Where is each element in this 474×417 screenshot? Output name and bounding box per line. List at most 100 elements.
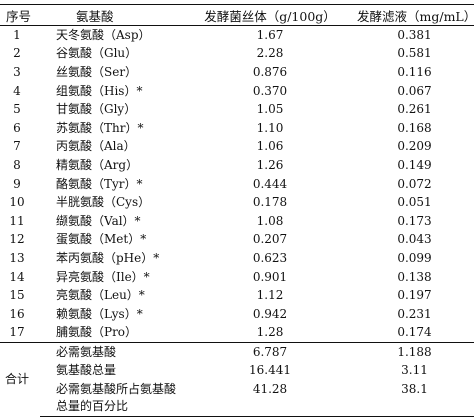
table-row: 4 组氨酸（His）* 0.370 0.067	[0, 82, 474, 101]
row-no: 2	[13, 46, 21, 61]
table-row: 3 丝氨酸（Ser） 0.876 0.116	[0, 63, 474, 82]
row-mycelium-value: 1.67	[256, 27, 284, 42]
row-amino-acid: 异亮氨酸（Ile）*	[56, 269, 150, 284]
row-mycelium-value: 2.28	[256, 46, 284, 61]
row-no: 17	[9, 325, 25, 340]
row-mycelium-value: 1.26	[256, 157, 284, 172]
row-no: 13	[9, 250, 25, 265]
row-no: 5	[13, 102, 21, 117]
row-mycelium-value: 1.06	[256, 139, 284, 154]
row-no: 9	[13, 176, 21, 191]
row-no: 4	[13, 83, 21, 98]
table-row: 16 赖氨酸（Lys）* 0.942 0.231	[0, 305, 474, 324]
summary-essential-name: 必需氨基酸	[40, 342, 185, 362]
row-mycelium-value: 0.370	[252, 83, 288, 98]
row-filtrate-value: 0.168	[397, 120, 432, 135]
row-amino-acid: 苯丙氨酸（pHe）*	[56, 250, 160, 265]
table-row: 17 脯氨酸（Pro） 1.28 0.174	[0, 324, 474, 343]
table-row: 9 酪氨酸（Tyr）* 0.444 0.072	[0, 175, 474, 194]
row-filtrate-value: 0.173	[397, 213, 432, 228]
row-filtrate-value: 0.261	[397, 102, 432, 117]
row-filtrate-value: 0.174	[397, 325, 432, 340]
row-mycelium-value: 1.08	[256, 213, 284, 228]
row-mycelium-value: 0.901	[252, 269, 288, 284]
header-no: 序号	[0, 4, 40, 26]
row-amino-acid: 半胱氨酸（Cys）	[56, 195, 151, 210]
row-amino-acid: 精氨酸（Arg）	[56, 157, 139, 172]
row-filtrate-value: 0.051	[397, 195, 432, 210]
amino-acid-table: 序号 氨基酸 发酵菌丝体（g/100g） 发酵滤液（mg/mL） 1 天冬氨酸（…	[0, 4, 474, 417]
row-no: 3	[13, 64, 21, 79]
header-filtrate: 发酵滤液（mg/mL）	[355, 4, 474, 26]
table-row: 11 缬氨酸（Val）* 1.08 0.173	[0, 212, 474, 231]
table-row: 10 半胱氨酸（Cys） 0.178 0.051	[0, 193, 474, 212]
row-amino-acid: 亮氨酸（Leu）*	[56, 288, 145, 303]
table-row: 8 精氨酸（Arg） 1.26 0.149	[0, 156, 474, 175]
table-row: 1 天冬氨酸（Asp） 1.67 0.381	[0, 26, 474, 45]
row-mycelium-value: 1.05	[256, 102, 284, 117]
row-amino-acid: 天冬氨酸（Asp）	[56, 27, 151, 42]
row-amino-acid: 赖氨酸（Lys）*	[56, 306, 143, 321]
row-mycelium-value: 0.207	[252, 232, 288, 247]
summary-ratio-name: 必需氨基酸所占氨基酸总量的百分比	[40, 380, 185, 417]
row-no: 1	[13, 27, 21, 42]
row-amino-acid: 谷氨酸（Glu）	[56, 46, 138, 61]
table-row: 12 蛋氨酸（Met）* 0.207 0.043	[0, 231, 474, 250]
row-mycelium-value: 1.10	[256, 120, 284, 135]
row-filtrate-value: 0.149	[397, 157, 432, 172]
row-amino-acid: 甘氨酸（Gly）	[56, 102, 137, 117]
summary-total-name: 氨基酸总量	[56, 363, 117, 378]
row-filtrate-value: 0.381	[397, 27, 432, 42]
row-amino-acid: 酪氨酸（Tyr）*	[56, 176, 143, 191]
row-mycelium-value: 0.444	[252, 176, 288, 191]
row-filtrate-value: 0.138	[397, 269, 432, 284]
row-no: 15	[9, 288, 25, 303]
row-filtrate-value: 0.581	[397, 46, 432, 61]
row-no: 11	[9, 213, 25, 228]
row-no: 10	[9, 195, 25, 210]
row-mycelium-value: 0.942	[252, 306, 288, 321]
row-filtrate-value: 0.231	[397, 306, 432, 321]
summary-total-mycelium: 16.441	[249, 363, 291, 378]
row-no: 8	[13, 157, 21, 172]
header-amino-acid: 氨基酸	[40, 4, 185, 26]
row-mycelium-value: 0.876	[252, 64, 288, 79]
summary-row-essential: 合计 必需氨基酸 6.787 1.188	[0, 342, 474, 417]
row-no: 16	[9, 306, 25, 321]
summary-label: 合计	[0, 342, 40, 417]
row-mycelium-value: 0.178	[252, 195, 288, 210]
row-amino-acid: 蛋氨酸（Met）*	[56, 232, 147, 247]
row-amino-acid: 丙氨酸（Ala）	[56, 139, 136, 154]
summary-essential-mycelium: 6.787	[185, 342, 355, 362]
row-amino-acid: 丝氨酸（Ser）	[56, 64, 138, 79]
row-no: 12	[9, 232, 25, 247]
row-no: 7	[13, 139, 21, 154]
row-filtrate-value: 0.197	[397, 288, 432, 303]
row-filtrate-value: 0.043	[397, 232, 432, 247]
row-amino-acid: 组氨酸（His）*	[56, 83, 143, 98]
summary-essential-filtrate: 1.188	[355, 342, 474, 362]
row-no: 6	[13, 120, 21, 135]
summary-row-ratio: 必需氨基酸所占氨基酸总量的百分比 41.28 38.1	[0, 380, 474, 417]
row-filtrate-value: 0.067	[397, 83, 432, 98]
table-row: 15 亮氨酸（Leu）* 1.12 0.197	[0, 286, 474, 305]
row-mycelium-value: 1.28	[256, 325, 284, 340]
table-row: 2 谷氨酸（Glu） 2.28 0.581	[0, 45, 474, 64]
summary-ratio-filtrate: 38.1	[355, 380, 474, 417]
row-amino-acid: 脯氨酸（Pro）	[56, 325, 138, 340]
table-header-row: 序号 氨基酸 发酵菌丝体（g/100g） 发酵滤液（mg/mL）	[0, 4, 474, 26]
row-no: 14	[9, 269, 25, 284]
summary-total-filtrate: 3.11	[401, 363, 428, 378]
table-row: 7 丙氨酸（Ala） 1.06 0.209	[0, 138, 474, 157]
summary-ratio-mycelium: 41.28	[185, 380, 355, 417]
row-amino-acid: 苏氨酸（Thr）*	[56, 120, 144, 135]
row-filtrate-value: 0.072	[397, 176, 432, 191]
row-amino-acid: 缬氨酸（Val）*	[56, 213, 141, 228]
table-row: 13 苯丙氨酸（pHe）* 0.623 0.099	[0, 249, 474, 268]
table-row: 5 甘氨酸（Gly） 1.05 0.261	[0, 100, 474, 119]
header-mycelium: 发酵菌丝体（g/100g）	[185, 4, 355, 26]
table-row: 6 苏氨酸（Thr）* 1.10 0.168	[0, 119, 474, 138]
table-row: 14 异亮氨酸（Ile）* 0.901 0.138	[0, 268, 474, 287]
summary-row-total: 氨基酸总量 16.441 3.11	[0, 362, 474, 381]
